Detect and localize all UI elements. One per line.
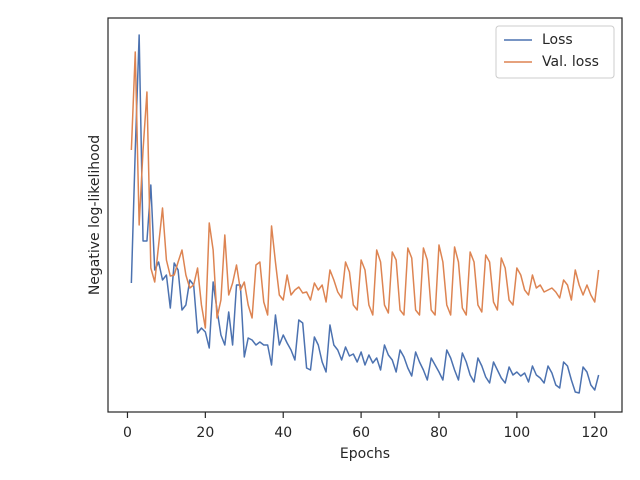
plot-frame <box>107 17 623 413</box>
x-tick-label: 20 <box>196 425 214 441</box>
legend-label: Val. loss <box>542 54 599 70</box>
line-series <box>130 51 600 329</box>
x-tick-label: 0 <box>123 425 132 441</box>
legend-label: Loss <box>542 32 573 48</box>
legend-box <box>495 25 615 79</box>
line-series <box>130 34 600 394</box>
x-tick-label: 120 <box>581 425 608 441</box>
x-axis-label: Epochs <box>340 446 390 462</box>
y-axis-label: Negative log-likelihood <box>87 135 103 295</box>
x-tick-label: 40 <box>274 425 292 441</box>
x-tick-label: 60 <box>352 425 370 441</box>
x-tick-label: 100 <box>503 425 530 441</box>
x-tick-label: 80 <box>430 425 448 441</box>
